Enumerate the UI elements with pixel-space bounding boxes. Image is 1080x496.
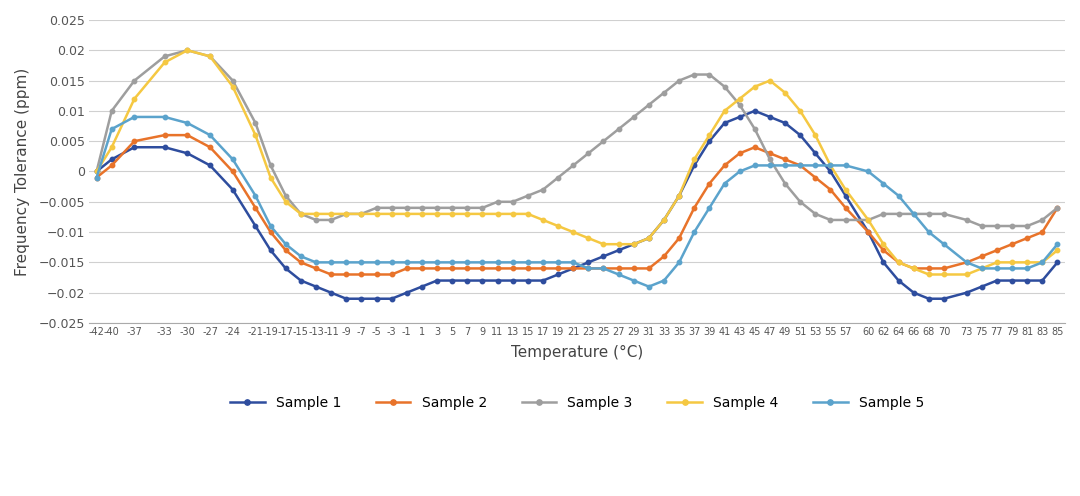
Sample 2 (401, 265, 414, 271)
Sample 3 (461, 205, 474, 211)
Sample 3 (975, 223, 988, 229)
Sample 4 (718, 108, 731, 114)
Sample 1 (295, 278, 308, 284)
Sample 2 (733, 150, 746, 156)
Sample 4 (310, 211, 323, 217)
Y-axis label: Frequency Tolerance (ppm): Frequency Tolerance (ppm) (15, 67, 30, 276)
Sample 5 (310, 259, 323, 265)
Sample 4 (386, 211, 399, 217)
Sample 5 (461, 259, 474, 265)
Line: Sample 3: Sample 3 (94, 48, 1059, 228)
Sample 1 (340, 296, 353, 302)
Sample 5 (1051, 241, 1064, 247)
Line: Sample 2: Sample 2 (94, 133, 1059, 277)
Sample 5 (643, 284, 656, 290)
Sample 1 (386, 296, 399, 302)
Sample 2 (476, 265, 489, 271)
Sample 1 (718, 120, 731, 126)
Sample 1 (446, 278, 459, 284)
Sample 3 (180, 47, 193, 53)
Sample 2 (90, 175, 103, 181)
Sample 5 (386, 259, 399, 265)
Sample 2 (325, 271, 338, 277)
Sample 1 (1051, 259, 1064, 265)
X-axis label: Temperature (°C): Temperature (°C) (511, 345, 643, 361)
Sample 5 (446, 259, 459, 265)
Sample 3 (718, 84, 731, 90)
Sample 1 (416, 284, 429, 290)
Sample 2 (1051, 205, 1064, 211)
Sample 4 (90, 169, 103, 175)
Sample 5 (127, 114, 140, 120)
Sample 5 (733, 169, 746, 175)
Line: Sample 5: Sample 5 (94, 115, 1059, 289)
Sample 3 (90, 169, 103, 175)
Sample 1 (90, 169, 103, 175)
Sample 2 (310, 265, 323, 271)
Sample 2 (158, 132, 171, 138)
Sample 4 (416, 211, 429, 217)
Sample 3 (1051, 205, 1064, 211)
Line: Sample 4: Sample 4 (94, 48, 1059, 277)
Sample 3 (446, 205, 459, 211)
Sample 5 (416, 259, 429, 265)
Sample 3 (310, 217, 323, 223)
Sample 2 (461, 265, 474, 271)
Sample 5 (90, 175, 103, 181)
Line: Sample 1: Sample 1 (94, 109, 1059, 301)
Sample 1 (748, 108, 761, 114)
Sample 4 (461, 211, 474, 217)
Sample 1 (461, 278, 474, 284)
Sample 4 (180, 47, 193, 53)
Sample 3 (416, 205, 429, 211)
Legend: Sample 1, Sample 2, Sample 3, Sample 4, Sample 5: Sample 1, Sample 2, Sample 3, Sample 4, … (225, 390, 930, 416)
Sample 3 (386, 205, 399, 211)
Sample 4 (922, 271, 935, 277)
Sample 4 (1051, 248, 1064, 253)
Sample 2 (431, 265, 444, 271)
Sample 4 (446, 211, 459, 217)
